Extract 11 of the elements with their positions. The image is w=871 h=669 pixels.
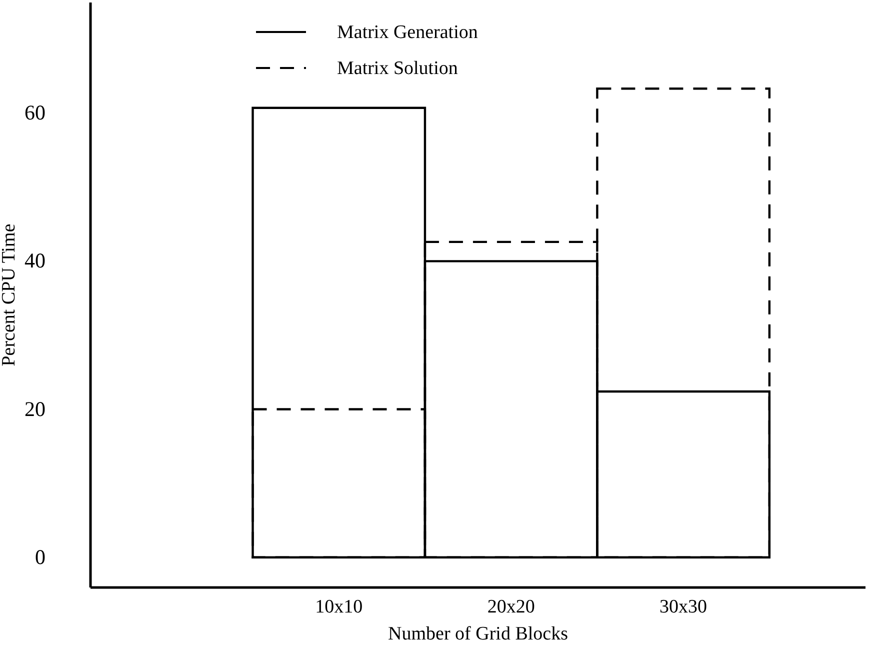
y-tick-label: 20 [24, 396, 46, 421]
legend-label: Matrix Solution [337, 58, 458, 79]
legend-label: Matrix Generation [337, 22, 478, 43]
y-tick-label: 0 [35, 544, 46, 569]
x-tick-label: 30x30 [660, 596, 708, 618]
y-tick-label: 60 [24, 100, 46, 125]
y-axis-title: Percent CPU Time [0, 224, 20, 366]
x-tick-label: 20x20 [487, 596, 535, 618]
x-tick-label: 10x10 [315, 596, 363, 618]
y-tick-label: 40 [24, 248, 46, 273]
x-axis-title: Number of Grid Blocks [388, 624, 568, 644]
